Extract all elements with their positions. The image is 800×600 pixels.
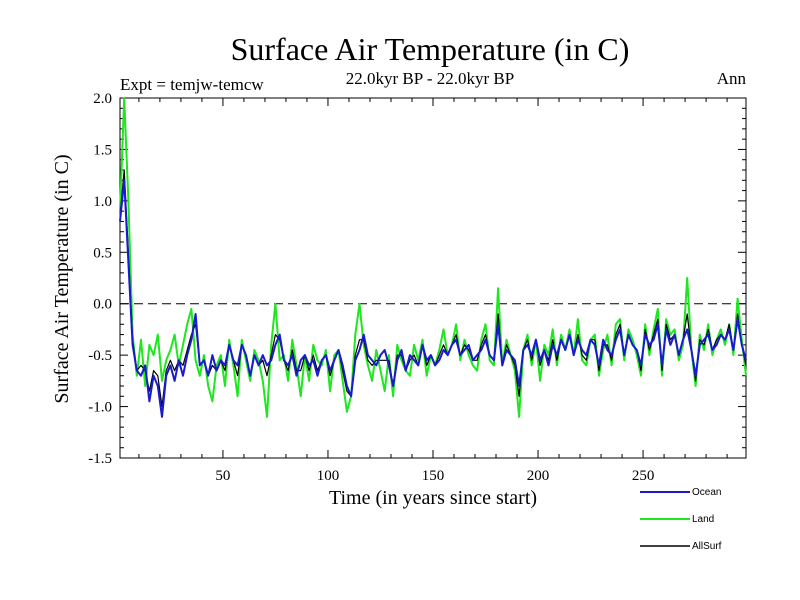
y-tick-label: -1.0 bbox=[88, 400, 112, 416]
series-line-allsurf bbox=[119, 169, 747, 408]
x-tick-label: 250 bbox=[632, 468, 655, 484]
y-tick-label: 0.0 bbox=[93, 297, 112, 313]
y-tick-label: 0.5 bbox=[93, 245, 112, 261]
legend: Ocean Land AllSurf bbox=[640, 487, 722, 552]
period-label: Ann bbox=[717, 69, 747, 88]
legend-label-ocean: Ocean bbox=[692, 487, 721, 498]
legend-label-land: Land bbox=[692, 514, 714, 525]
expt-label: Expt = temjw-temcw bbox=[120, 75, 264, 94]
y-tick-label: 1.0 bbox=[93, 194, 112, 210]
y-axis-title: Surface Air Temperature (in C) bbox=[51, 154, 73, 403]
x-tick-label: 200 bbox=[527, 468, 550, 484]
x-tick-label: 100 bbox=[317, 468, 340, 484]
x-tick-label: 150 bbox=[422, 468, 445, 484]
y-tick-label: -1.5 bbox=[88, 451, 112, 467]
plot-area: 50 100 150 200 250 -1.5 -1.0 -0.5 0.0 0.5 1.0 1.5 2.… bbox=[88, 91, 747, 484]
y-tick-label: 1.5 bbox=[93, 142, 112, 158]
legend-label-allsurf: AllSurf bbox=[692, 541, 722, 552]
chart-subtitle: 22.0kyr BP - 22.0kyr BP bbox=[346, 69, 514, 88]
series-line-land bbox=[119, 97, 747, 418]
plot-frame bbox=[119, 97, 747, 459]
chart-title: Surface Air Temperature (in C) bbox=[231, 31, 630, 67]
series-line-ocean bbox=[119, 179, 747, 418]
y-tick-label: 2.0 bbox=[93, 91, 112, 107]
x-axis-title: Time (in years since start) bbox=[329, 487, 537, 509]
y-tick-label: -0.5 bbox=[88, 348, 112, 364]
x-tick-label: 50 bbox=[215, 468, 230, 484]
